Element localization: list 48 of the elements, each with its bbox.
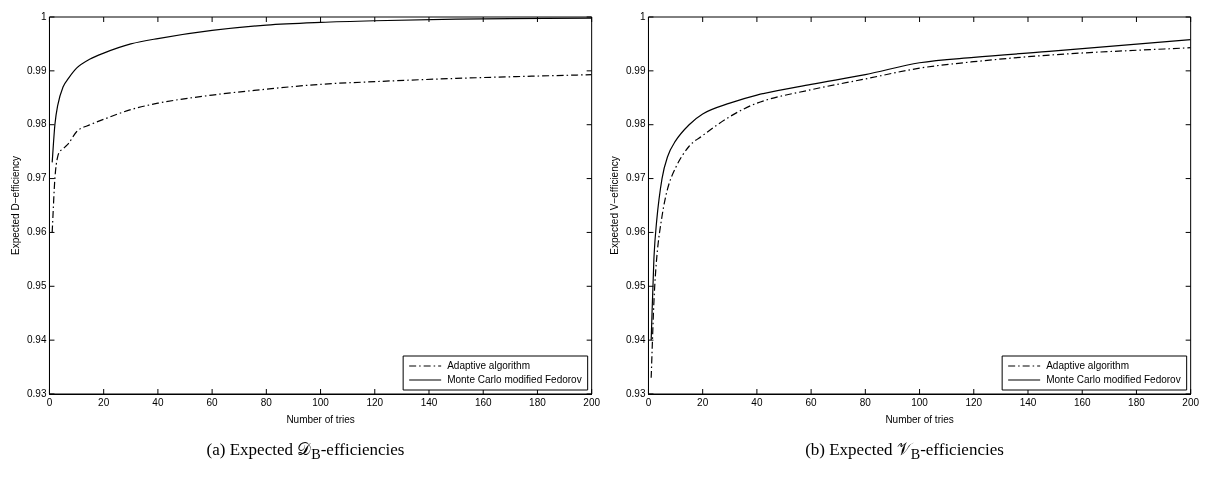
y-tick-label: 0.94 <box>625 333 646 345</box>
x-tick-label: 0 <box>645 396 652 408</box>
y-tick-label: 0.97 <box>26 172 47 184</box>
x-tick-label: 160 <box>1073 396 1091 408</box>
y-tick-label: 0.93 <box>625 387 646 399</box>
y-tick-label: 0.96 <box>26 226 47 238</box>
y-tick-label: 0.95 <box>625 280 646 292</box>
y-tick-label: 1 <box>639 10 646 22</box>
x-tick-label: 180 <box>1128 396 1146 408</box>
x-tick-label: 80 <box>859 396 872 408</box>
x-tick-label: 200 <box>1182 396 1200 408</box>
y-tick-label: 0.94 <box>26 333 47 345</box>
x-tick-label: 20 <box>697 396 709 408</box>
legend-label: Monte Carlo modified Fedorov <box>1046 373 1181 385</box>
y-tick-label: 0.98 <box>625 118 646 130</box>
legend-label: Monte Carlo modified Fedorov <box>447 373 582 385</box>
y-tick-label: 0.98 <box>26 118 47 130</box>
x-tick-label: 60 <box>206 396 219 408</box>
legend-label: Adaptive algorithm <box>1046 359 1129 371</box>
y-axis-title: Expected D−efficiency <box>9 155 21 256</box>
x-tick-label: 60 <box>805 396 818 408</box>
x-tick-label: 100 <box>312 396 330 408</box>
y-tick-label: 0.97 <box>625 172 646 184</box>
y-axis-title: Expected V−efficiency <box>608 156 620 255</box>
x-tick-label: 80 <box>260 396 273 408</box>
x-tick-label: 160 <box>474 396 492 408</box>
x-tick-label: 200 <box>583 396 601 408</box>
x-tick-label: 40 <box>152 396 164 408</box>
x-tick-label: 20 <box>98 396 110 408</box>
y-tick-label: 0.96 <box>625 226 646 238</box>
text: (b) Expected 𝒱$_{B}$-efficiencies <box>804 440 1005 464</box>
x-axis-title: Number of tries <box>885 413 954 425</box>
y-tick-label: 0.99 <box>26 64 47 76</box>
legend-label: Adaptive algorithm <box>447 359 530 371</box>
x-tick-label: 140 <box>1019 396 1037 408</box>
x-tick-label: 40 <box>751 396 763 408</box>
x-tick-label: 0 <box>46 396 53 408</box>
x-tick-label: 100 <box>911 396 929 408</box>
y-tick-label: 0.93 <box>26 387 47 399</box>
x-tick-label: 120 <box>366 396 384 408</box>
x-tick-label: 180 <box>529 396 547 408</box>
x-axis-title: Number of tries <box>286 413 355 425</box>
y-tick-label: 1 <box>40 10 47 22</box>
text: (a) Expected 𝒟$_{B}$-efficiencies <box>205 440 406 464</box>
x-tick-label: 140 <box>420 396 438 408</box>
y-tick-label: 0.95 <box>26 280 47 292</box>
x-tick-label: 120 <box>965 396 983 408</box>
y-tick-label: 0.99 <box>625 64 646 76</box>
